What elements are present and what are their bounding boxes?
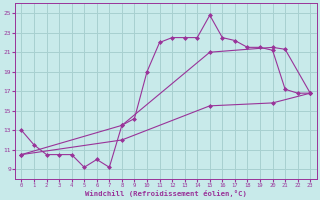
X-axis label: Windchill (Refroidissement éolien,°C): Windchill (Refroidissement éolien,°C) xyxy=(85,190,247,197)
